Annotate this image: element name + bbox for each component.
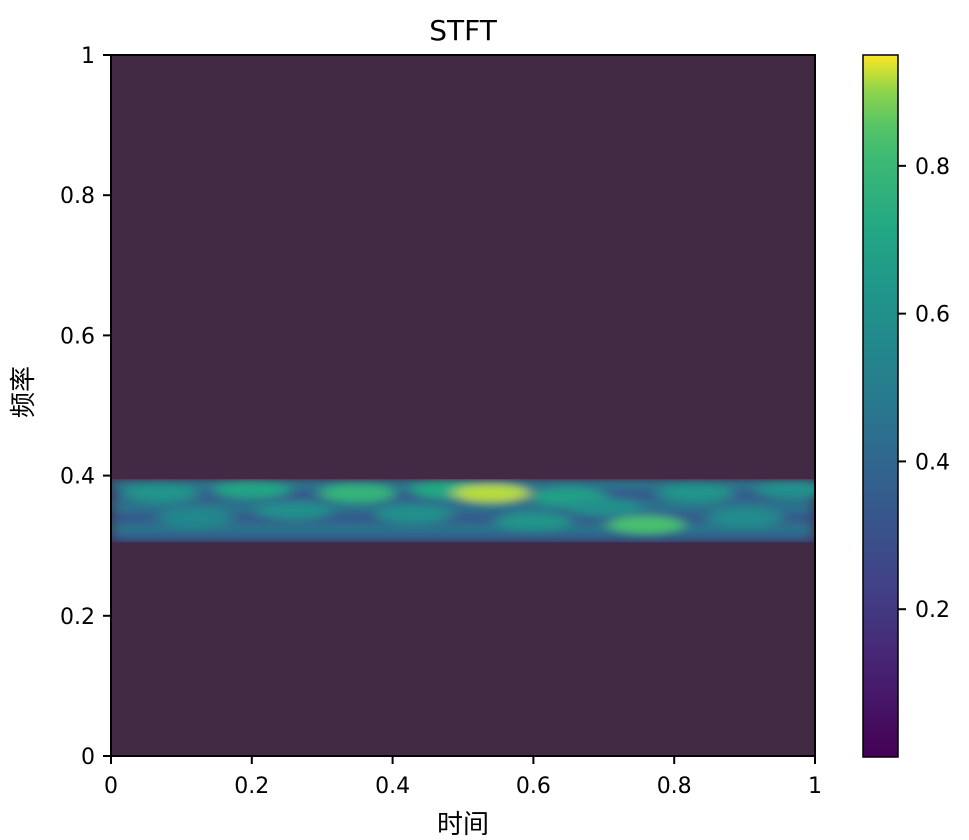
- hot-spot: [122, 484, 199, 503]
- hot-spot: [319, 484, 396, 503]
- colorbar-tick-label: 0.6: [915, 303, 950, 328]
- y-tick-label: 0.2: [60, 605, 95, 630]
- heatmap-background: [111, 55, 815, 756]
- x-axis: 0 0.2 0.4 0.6 0.8 1: [104, 756, 822, 799]
- band-striation: [111, 503, 815, 510]
- chart-title: STFT: [429, 14, 497, 47]
- colorbar-ticks: 0.2 0.4 0.6 0.8: [898, 155, 950, 623]
- heatmap-plot: [110, 54, 816, 757]
- x-axis-title: 时间: [437, 810, 489, 840]
- hot-spot: [157, 508, 234, 527]
- band-striation: [111, 514, 815, 521]
- x-tick-label: 0.2: [234, 774, 269, 799]
- hot-spot: [608, 515, 685, 534]
- hot-spot: [453, 484, 530, 503]
- hot-spot: [375, 505, 452, 524]
- y-axis-title: 频率: [9, 366, 39, 418]
- y-tick-label: 1: [81, 44, 95, 69]
- x-tick-label: 0: [104, 774, 118, 799]
- y-tick-label: 0.4: [60, 465, 95, 490]
- y-axis: 0 0.2 0.4 0.6 0.8 1: [60, 44, 111, 770]
- band-striation: [111, 535, 815, 542]
- hot-spot: [706, 508, 783, 527]
- y-tick-label: 0: [81, 745, 95, 770]
- x-tick-label: 0.6: [516, 774, 551, 799]
- hot-spot: [755, 480, 815, 499]
- hot-spot: [565, 498, 642, 517]
- y-tick-label: 0.6: [60, 324, 95, 349]
- colorbar-tick-label: 0.8: [915, 155, 950, 180]
- plot-frame: [110, 54, 816, 757]
- hot-spot: [657, 484, 734, 503]
- energy-band: [111, 479, 815, 543]
- hot-spot: [495, 512, 572, 531]
- colorbar-tick-label: 0.2: [915, 598, 950, 623]
- colorbar-gradient: [862, 54, 899, 758]
- x-tick-label: 1: [808, 774, 822, 799]
- y-tick-label: 0.8: [60, 184, 95, 209]
- band-striation: [111, 525, 815, 532]
- x-tick-label: 0.4: [375, 774, 410, 799]
- x-tick-label: 0.8: [657, 774, 692, 799]
- hot-spot: [213, 480, 290, 499]
- colorbar-tick-label: 0.4: [915, 450, 950, 475]
- hot-spot: [256, 501, 333, 520]
- colorbar: 0.2 0.4 0.6 0.8: [862, 54, 950, 758]
